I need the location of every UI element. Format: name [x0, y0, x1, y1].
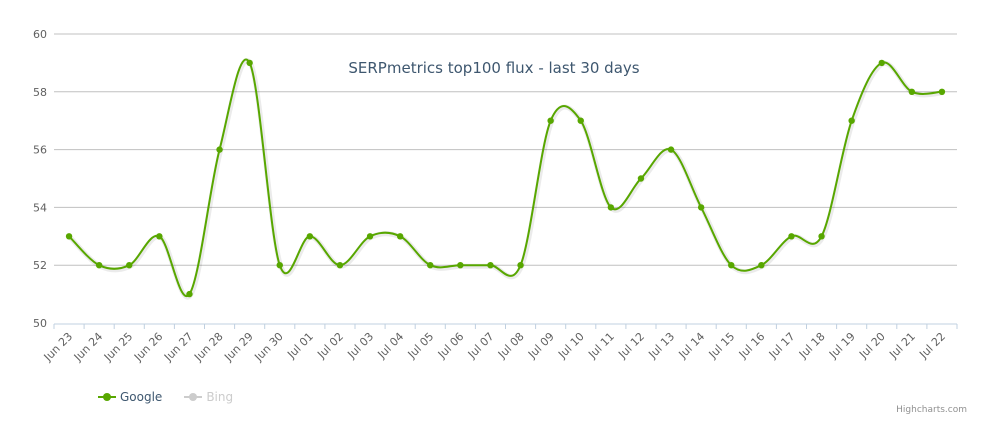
x-tick-label: Jul 08 [495, 330, 527, 362]
x-tick-label: Jun 25 [101, 330, 135, 364]
x-tick-label: Jul 15 [706, 330, 738, 362]
legend-label-google: Google [120, 390, 163, 404]
data-point[interactable] [366, 233, 374, 240]
data-point[interactable] [396, 233, 404, 240]
x-tick-label: Jul 19 [826, 330, 858, 362]
data-point[interactable] [216, 146, 223, 153]
data-point[interactable] [336, 262, 344, 269]
series-google-markers [65, 59, 946, 298]
x-tick-label: Jul 11 [585, 330, 617, 362]
data-point[interactable] [517, 262, 524, 269]
y-axis-labels: 50 52 54 56 58 60 [33, 28, 47, 330]
data-point[interactable] [818, 233, 825, 240]
data-point[interactable] [788, 233, 795, 240]
x-tick-label: Jul 02 [314, 330, 346, 362]
series-google-line[interactable] [68, 58, 943, 298]
x-tick-label: Jul 06 [435, 330, 467, 362]
x-tick-label: Jul 05 [405, 330, 437, 362]
data-point[interactable] [487, 262, 494, 269]
legend-item-bing[interactable]: Bing [184, 390, 233, 404]
grid-lines [54, 33, 957, 266]
x-tick-label: Jul 16 [736, 330, 768, 362]
credits-link[interactable]: Highcharts.com [896, 405, 967, 415]
data-point[interactable] [667, 146, 675, 153]
data-point[interactable] [306, 233, 314, 240]
y-tick-label: 58 [33, 86, 47, 99]
y-tick-label: 56 [33, 144, 47, 157]
data-point[interactable] [607, 204, 615, 211]
x-tick-label: Jul 18 [796, 330, 828, 362]
legend-item-google[interactable]: Google [98, 390, 162, 404]
data-point[interactable] [637, 175, 645, 182]
x-tick-label: Jul 04 [375, 330, 407, 362]
y-tick-label: 50 [33, 317, 47, 330]
data-point[interactable] [577, 117, 584, 124]
line-marker-icon [98, 392, 116, 402]
y-tick-label: 54 [33, 201, 47, 214]
data-point[interactable] [65, 233, 73, 240]
x-tick-label: Jul 17 [766, 330, 798, 362]
data-point[interactable] [246, 59, 253, 67]
series-google-shadow [68, 58, 944, 300]
data-point[interactable] [728, 262, 735, 269]
data-point[interactable] [186, 290, 193, 298]
x-tick-label: Jun 27 [161, 330, 195, 364]
data-point[interactable] [547, 117, 554, 124]
data-point[interactable] [908, 88, 916, 96]
legend-label-bing: Bing [206, 390, 234, 404]
y-tick-label: 60 [33, 28, 47, 41]
x-tick-label: Jun 29 [221, 330, 255, 364]
x-tick-label: Jun 24 [71, 330, 105, 364]
data-point[interactable] [938, 88, 946, 96]
x-tick-label: Jul 07 [465, 330, 497, 362]
x-tick-label: Jul 12 [615, 330, 647, 362]
x-tick-label: Jul 20 [856, 330, 888, 362]
x-tick-label: Jul 09 [525, 330, 557, 362]
data-point[interactable] [156, 233, 163, 240]
x-tick-label: Jul 14 [676, 330, 708, 362]
x-tick-label: Jul 01 [284, 330, 316, 362]
data-point[interactable] [758, 262, 765, 269]
data-point[interactable] [878, 59, 885, 67]
data-point[interactable] [126, 262, 133, 269]
legend: Google Bing [98, 390, 233, 404]
data-point[interactable] [848, 117, 855, 124]
line-marker-icon [184, 392, 203, 402]
x-tick-label: Jul 10 [555, 330, 587, 362]
data-point[interactable] [276, 262, 283, 269]
x-tick-label: Jun 23 [41, 330, 75, 364]
data-point[interactable] [457, 262, 464, 269]
data-point[interactable] [697, 204, 705, 211]
x-tick-label: Jun 28 [191, 330, 225, 364]
chart-title: SERPmetrics top100 flux - last 30 days [348, 59, 639, 77]
data-point[interactable] [95, 262, 103, 269]
x-tick-label: Jul 21 [886, 330, 918, 362]
x-tick-label: Jun 26 [131, 330, 165, 364]
x-tick-label: Jun 30 [251, 330, 285, 364]
x-tick-label: Jul 13 [646, 330, 678, 362]
x-tick-label: Jul 03 [345, 330, 377, 362]
x-tick-label: Jul 22 [916, 330, 948, 362]
data-point[interactable] [427, 262, 434, 269]
y-tick-label: 52 [33, 259, 47, 272]
